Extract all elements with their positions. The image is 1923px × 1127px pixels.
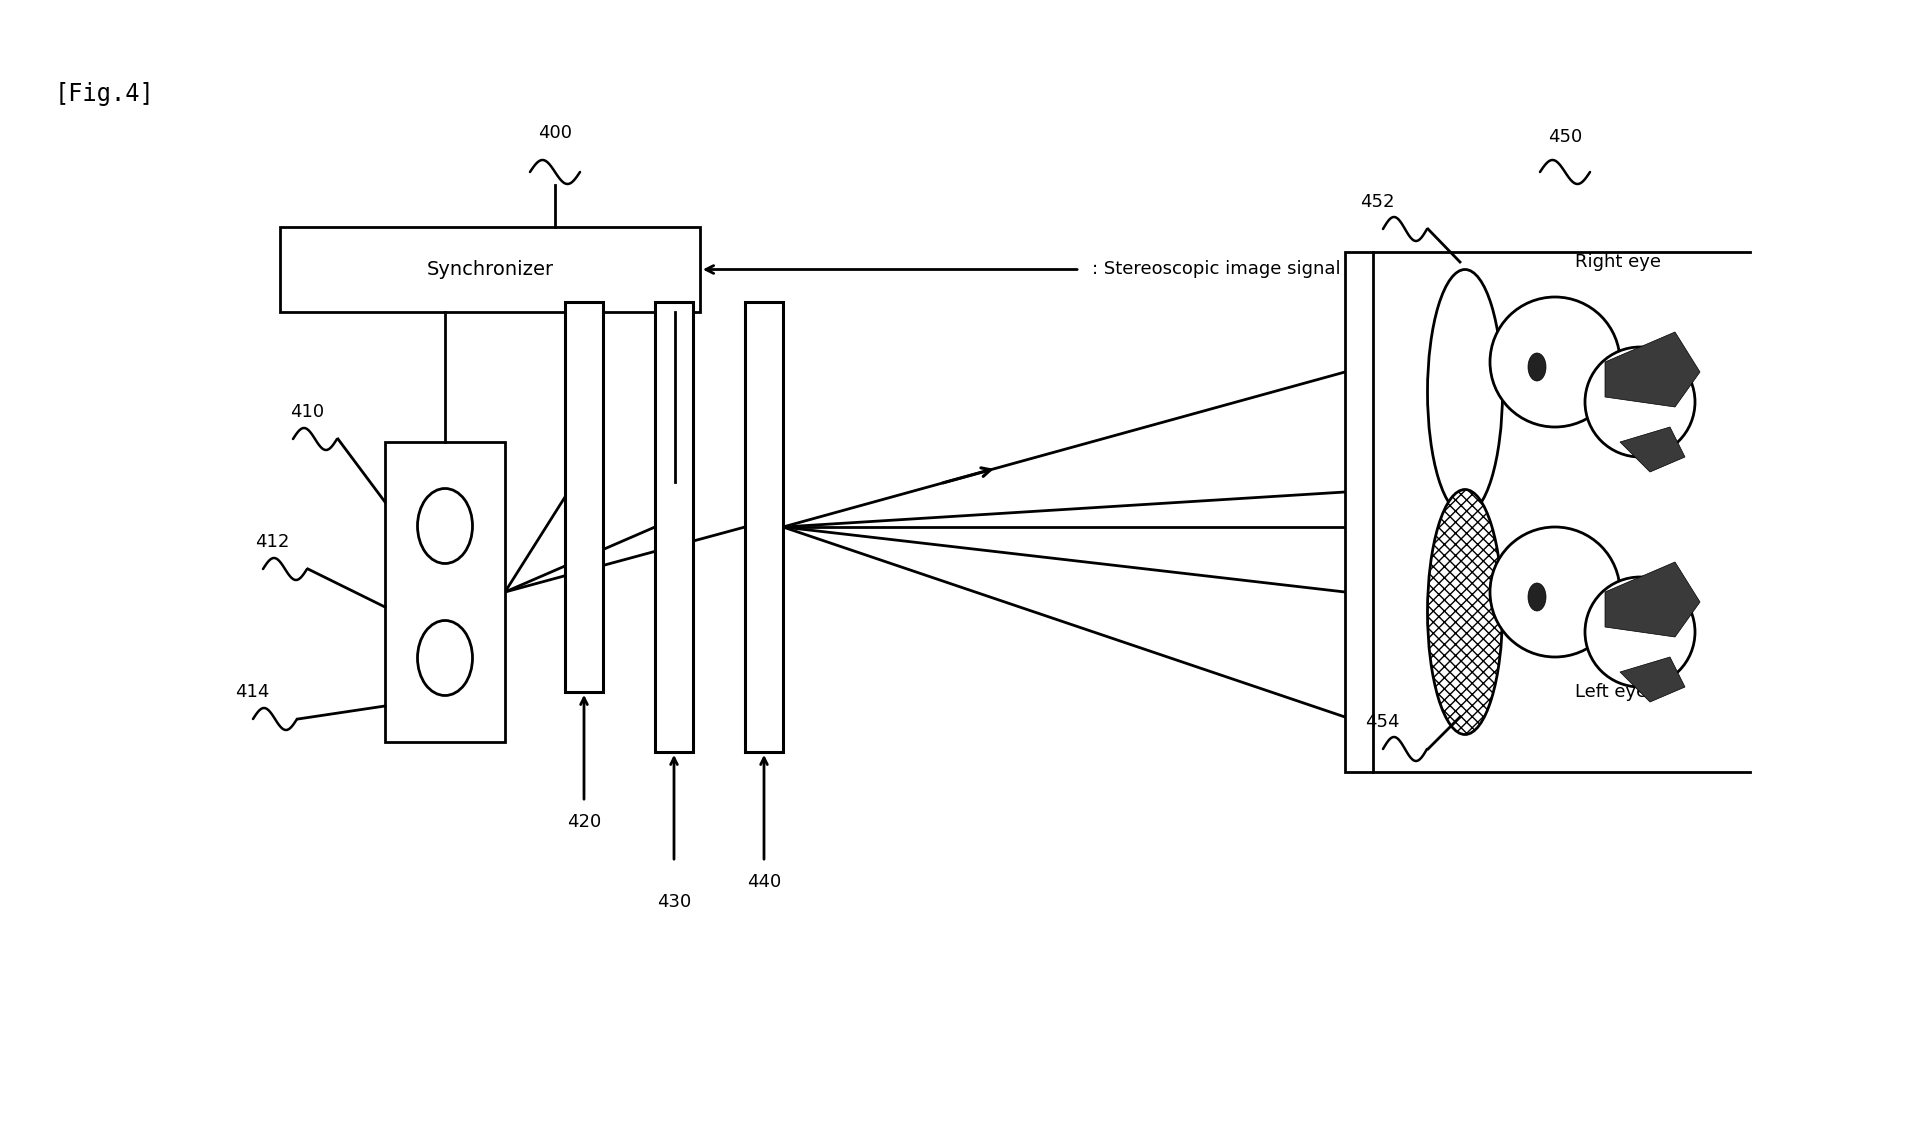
Text: 450: 450	[1548, 128, 1583, 147]
Text: Synchronizer: Synchronizer	[427, 260, 554, 279]
Bar	[281, 227, 700, 312]
Text: 430: 430	[658, 893, 690, 911]
Text: 410: 410	[290, 403, 325, 421]
Circle shape	[1490, 298, 1619, 427]
Ellipse shape	[1529, 353, 1546, 381]
Ellipse shape	[1529, 583, 1546, 611]
Ellipse shape	[417, 488, 473, 564]
Text: 454: 454	[1365, 713, 1400, 731]
Text: Right eye: Right eye	[1575, 252, 1661, 270]
Polygon shape	[1606, 562, 1700, 637]
Text: 440: 440	[746, 873, 781, 891]
Polygon shape	[1619, 427, 1685, 472]
Bar	[385, 442, 506, 742]
Ellipse shape	[1427, 269, 1502, 515]
Polygon shape	[1619, 657, 1685, 702]
Ellipse shape	[1427, 489, 1502, 735]
Text: 452: 452	[1360, 193, 1394, 211]
Text: 420: 420	[567, 813, 602, 831]
Text: Left eye: Left eye	[1575, 683, 1648, 701]
Bar	[1344, 252, 1373, 772]
Text: 414: 414	[235, 683, 269, 701]
Text: 400: 400	[538, 124, 571, 142]
Polygon shape	[1606, 332, 1700, 407]
Circle shape	[1585, 347, 1694, 458]
Circle shape	[1490, 527, 1619, 657]
Text: [Fig.4]: [Fig.4]	[56, 82, 154, 106]
Ellipse shape	[417, 621, 473, 695]
Text: : Stereoscopic image signal: : Stereoscopic image signal	[1092, 260, 1340, 278]
Bar	[744, 302, 783, 752]
Bar	[656, 302, 692, 752]
Circle shape	[1585, 577, 1694, 687]
Bar	[565, 302, 604, 692]
Text: 412: 412	[256, 533, 288, 551]
